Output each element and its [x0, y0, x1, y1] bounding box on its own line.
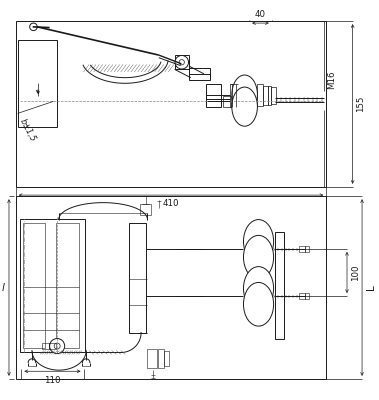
Text: l: l — [2, 282, 5, 292]
Bar — [140, 204, 151, 215]
Bar — [276, 232, 284, 339]
Bar — [175, 55, 189, 69]
Text: 410: 410 — [163, 199, 179, 208]
Bar — [305, 246, 309, 252]
Bar — [268, 86, 271, 105]
Bar — [164, 350, 169, 366]
Bar — [230, 84, 236, 107]
Bar — [18, 40, 57, 126]
Ellipse shape — [243, 267, 274, 310]
Ellipse shape — [243, 282, 274, 326]
Bar — [223, 96, 231, 107]
Bar — [56, 223, 79, 348]
Ellipse shape — [50, 338, 65, 354]
Bar — [49, 343, 56, 350]
Bar — [299, 293, 305, 299]
Bar — [263, 86, 268, 105]
Text: L: L — [366, 285, 376, 290]
Ellipse shape — [232, 87, 257, 126]
Bar — [271, 87, 276, 104]
Text: 100: 100 — [351, 264, 360, 281]
Text: 110: 110 — [44, 376, 61, 385]
Ellipse shape — [243, 220, 274, 263]
Bar — [299, 246, 305, 252]
Bar — [206, 84, 221, 107]
Bar — [305, 293, 309, 299]
Text: b±1,5: b±1,5 — [18, 117, 38, 143]
Bar — [19, 219, 85, 352]
Ellipse shape — [175, 56, 188, 69]
Text: M16: M16 — [327, 70, 336, 89]
Bar — [16, 196, 326, 379]
Text: 40: 40 — [255, 10, 266, 18]
Text: 155: 155 — [356, 96, 365, 112]
Ellipse shape — [243, 235, 274, 279]
Ellipse shape — [179, 60, 185, 65]
Bar — [22, 223, 45, 348]
Bar — [16, 21, 326, 187]
Ellipse shape — [232, 75, 257, 114]
Bar — [42, 344, 49, 349]
Bar — [158, 349, 164, 368]
Bar — [147, 349, 157, 368]
Bar — [257, 84, 263, 106]
Bar — [129, 223, 146, 332]
Ellipse shape — [54, 343, 60, 349]
Bar — [189, 68, 210, 80]
